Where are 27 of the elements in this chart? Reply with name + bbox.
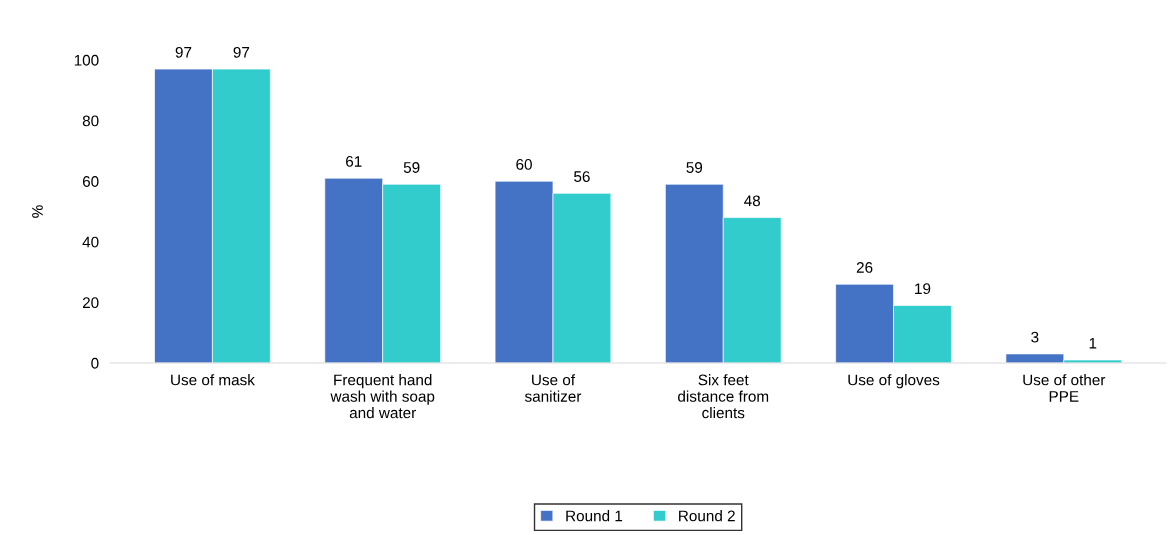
y-axis-title: % [32, 205, 43, 218]
x-tick-label: Use of gloves [848, 374, 940, 389]
data-label: 56 [574, 171, 590, 182]
y-tick-label: 80 [82, 115, 99, 127]
y-tick-label: 40 [82, 236, 99, 248]
x-tick-label: Six feet distance from clients [678, 374, 769, 419]
data-label: 59 [403, 162, 420, 173]
y-tick-label: 20 [82, 297, 99, 309]
x-tick-label: Use of sanitizer [524, 374, 582, 402]
data-label: 1 [1089, 337, 1097, 349]
y-tick-label: 60 [82, 176, 99, 187]
legend-label: Round 1 [566, 510, 623, 522]
data-label: 48 [744, 195, 761, 207]
data-label: 60 [516, 159, 532, 170]
data-label: 61 [346, 156, 362, 167]
x-tick-label: Frequent hand wash with soap and water [330, 374, 435, 419]
x-tick-label: Use of other PPE [1023, 374, 1106, 402]
y-tick-label: 0 [91, 357, 99, 369]
legend-label: Round 2 [679, 510, 735, 522]
data-label: 19 [915, 283, 931, 295]
y-tick-label: 100 [74, 54, 99, 66]
data-label: 59 [686, 162, 703, 173]
data-label: 3 [1031, 331, 1039, 343]
data-label: 97 [175, 46, 192, 58]
data-label: 97 [233, 46, 250, 58]
x-tick-label: Use of mask [171, 374, 255, 386]
data-label: 26 [856, 262, 873, 273]
